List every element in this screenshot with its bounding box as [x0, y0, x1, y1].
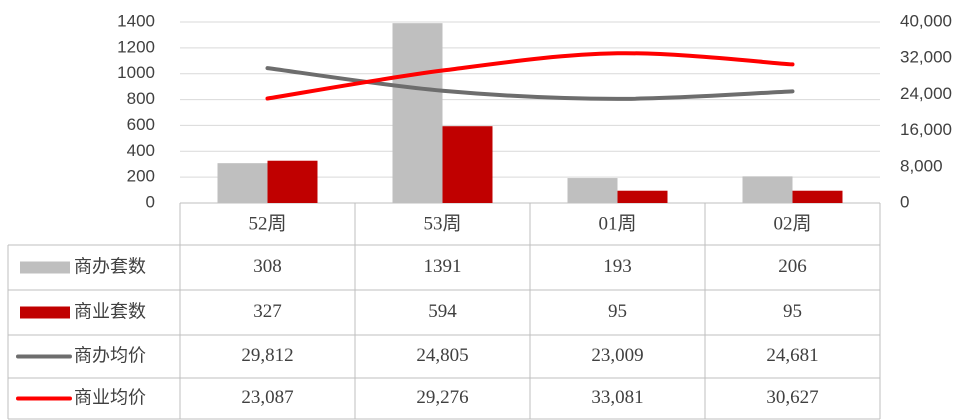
- table-cell: 95: [783, 301, 802, 322]
- y-tick-label: 1200: [117, 37, 155, 56]
- table-cell: 24,681: [766, 345, 818, 366]
- bar: [567, 178, 618, 203]
- legend-swatch: [20, 306, 70, 319]
- x-tick-label: 52周: [248, 213, 286, 234]
- y-tick-label: 800: [127, 89, 155, 108]
- bar: [792, 190, 843, 203]
- legend-swatch: [20, 261, 70, 274]
- x-tick-label: 02周: [773, 213, 811, 234]
- bar: [617, 190, 668, 203]
- table-cell: 24,805: [416, 345, 468, 366]
- table-cell: 193: [603, 256, 632, 277]
- bar: [217, 163, 268, 203]
- y2-tick-label: 32,000: [900, 48, 952, 67]
- y2-tick-label: 40,000: [900, 11, 952, 30]
- table-cell: 308: [253, 256, 282, 277]
- y2-tick-label: 24,000: [900, 84, 952, 103]
- y-tick-label: 200: [127, 167, 155, 186]
- y-tick-label: 0: [146, 192, 155, 211]
- y-tick-label: 1400: [117, 11, 155, 30]
- x-tick-label: 53周: [423, 213, 461, 234]
- table-cell: 95: [608, 301, 627, 322]
- y2-tick-label: 8,000: [900, 156, 943, 175]
- y-tick-label: 1000: [117, 63, 155, 82]
- table-cell: 594: [428, 301, 457, 322]
- legend-label: 商办均价: [74, 346, 146, 367]
- table-cell: 29,812: [241, 345, 293, 366]
- table-cell: 327: [253, 301, 282, 322]
- table-cell: 29,276: [416, 387, 468, 408]
- bar: [742, 176, 793, 203]
- table-cell: 1391: [424, 256, 462, 277]
- table-cell: 206: [778, 256, 807, 277]
- legend-label: 商办套数: [74, 257, 146, 278]
- table-cell: 33,081: [591, 387, 643, 408]
- table-cell: 30,627: [766, 387, 818, 408]
- line: [265, 66, 795, 101]
- y2-tick-label: 16,000: [900, 120, 952, 139]
- legend-label: 商业均价: [74, 388, 146, 409]
- y-tick-label: 600: [127, 115, 155, 134]
- table-cell: 23,087: [241, 387, 293, 408]
- y2-tick-label: 0: [900, 192, 909, 211]
- line: [265, 51, 795, 101]
- y-tick-label: 400: [127, 141, 155, 160]
- bar: [392, 23, 443, 203]
- bar: [442, 126, 493, 203]
- x-tick-label: 01周: [598, 213, 636, 234]
- legend-label: 商业套数: [74, 302, 146, 323]
- table-cell: 23,009: [591, 345, 643, 366]
- bar: [267, 160, 318, 203]
